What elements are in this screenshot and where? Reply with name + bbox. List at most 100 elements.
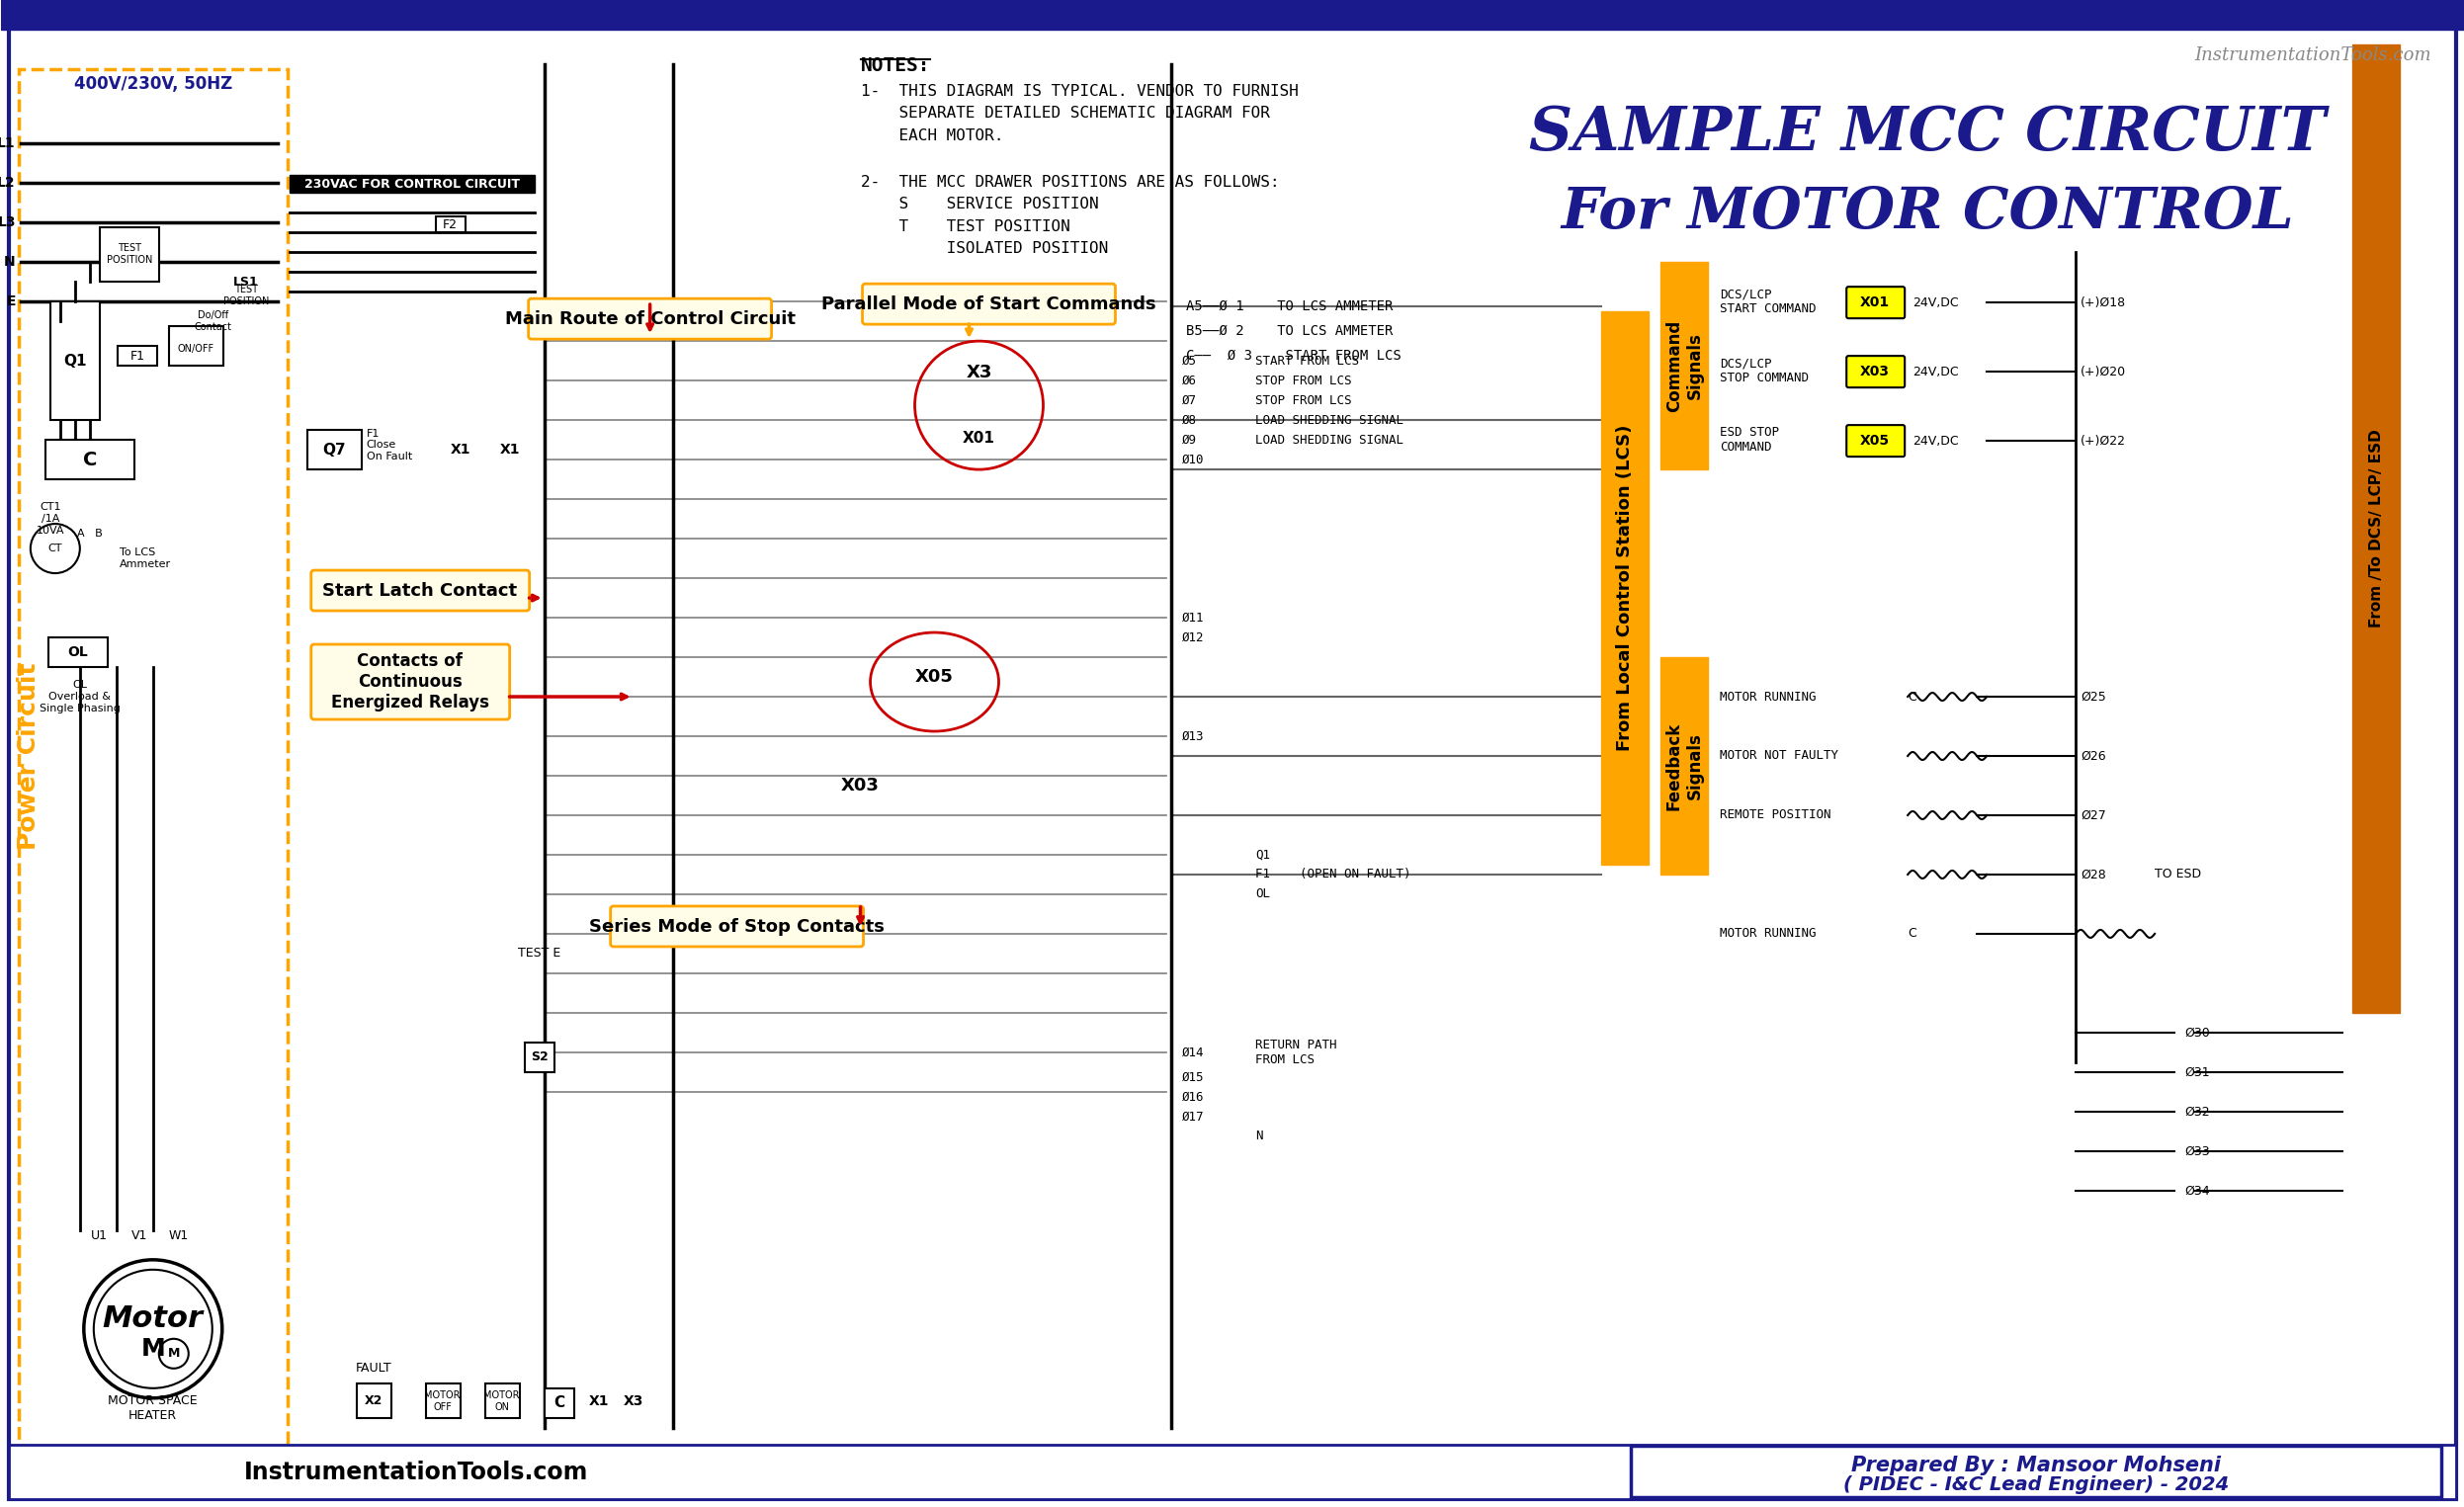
Text: L2: L2 [0, 176, 15, 190]
Text: X05: X05 [1860, 434, 1890, 448]
Bar [170, 326, 224, 366]
Text: Feedback
Signals: Feedback Signals [1666, 722, 1703, 809]
Text: Ø12: Ø12 [1183, 631, 1205, 643]
Bar [49, 637, 108, 668]
Text: LS1: LS1 [234, 276, 259, 288]
Text: X01: X01 [1860, 295, 1890, 309]
Text: MOTOR SPACE
HEATER: MOTOR SPACE HEATER [108, 1394, 197, 1421]
Text: MOTOR RUNNING: MOTOR RUNNING [1720, 690, 1816, 704]
Text: CT1
/1A
10VA: CT1 /1A 10VA [37, 502, 64, 535]
Text: START FROM LCS: START FROM LCS [1257, 354, 1360, 368]
Text: Q7: Q7 [323, 443, 345, 457]
Text: Ø26: Ø26 [2080, 749, 2107, 763]
Text: FAULT: FAULT [355, 1362, 392, 1374]
Text: M: M [140, 1337, 165, 1361]
Text: C: C [554, 1395, 564, 1411]
Text: 24V,DC: 24V,DC [1912, 434, 1959, 448]
Text: Command
Signals: Command Signals [1666, 319, 1703, 411]
Text: 24V,DC: 24V,DC [1912, 295, 1959, 309]
Text: To LCS
Ammeter: To LCS Ammeter [118, 547, 170, 570]
Text: Ø33: Ø33 [2186, 1145, 2210, 1157]
FancyBboxPatch shape [310, 570, 530, 610]
Text: LOAD SHEDDING SIGNAL: LOAD SHEDDING SIGNAL [1257, 434, 1404, 446]
Text: Ø30: Ø30 [2186, 1026, 2210, 1038]
Bar [357, 1383, 392, 1418]
Bar [426, 1383, 461, 1418]
Text: DCS/LCP
STOP COMMAND: DCS/LCP STOP COMMAND [1720, 357, 1809, 384]
Text: Ø6: Ø6 [1183, 374, 1198, 387]
Text: C: C [1907, 690, 1917, 704]
Text: C: C [1907, 927, 1917, 940]
Bar [1631, 1445, 2442, 1496]
Text: F1: F1 [131, 350, 145, 362]
FancyBboxPatch shape [1846, 425, 1905, 457]
Text: Q1: Q1 [1257, 848, 1271, 860]
FancyBboxPatch shape [862, 283, 1116, 324]
Text: DCS/LCP
START COMMAND: DCS/LCP START COMMAND [1720, 288, 1816, 315]
Text: InstrumentationTools.com: InstrumentationTools.com [2195, 47, 2432, 65]
Text: A5——Ø 1    TO LCS AMMETER: A5——Ø 1 TO LCS AMMETER [1188, 300, 1395, 313]
Bar [485, 1383, 520, 1418]
Text: Ø10: Ø10 [1183, 454, 1205, 466]
Text: TEST
POSITION: TEST POSITION [106, 244, 153, 265]
Text: X1: X1 [589, 1394, 609, 1408]
Bar [436, 217, 466, 232]
Text: NOTES:: NOTES: [860, 57, 929, 75]
Text: X03: X03 [840, 776, 880, 794]
Text: Series Mode of Stop Contacts: Series Mode of Stop Contacts [589, 918, 885, 936]
Text: M: M [168, 1347, 180, 1359]
Text: (+)Ø22: (+)Ø22 [2080, 434, 2126, 448]
Bar [1661, 657, 1708, 874]
Text: Q1: Q1 [64, 354, 86, 368]
Text: X1: X1 [500, 443, 520, 457]
Text: L1: L1 [0, 137, 15, 151]
Text: Ø7: Ø7 [1183, 393, 1198, 407]
Text: MOTOR NOT FAULTY: MOTOR NOT FAULTY [1720, 749, 1838, 763]
Bar [44, 440, 133, 479]
Text: N: N [5, 255, 15, 268]
Text: InstrumentationTools.com: InstrumentationTools.com [244, 1460, 589, 1484]
Bar [10, 1445, 2457, 1499]
Text: Motor: Motor [103, 1305, 205, 1334]
Text: U1: U1 [91, 1230, 108, 1242]
FancyBboxPatch shape [527, 298, 771, 339]
Bar [49, 301, 99, 420]
Text: Do/Off
Contact: Do/Off Contact [195, 310, 232, 332]
Text: L3: L3 [0, 216, 15, 229]
Text: LOAD SHEDDING SIGNAL: LOAD SHEDDING SIGNAL [1257, 414, 1404, 426]
Text: C——  Ø 3    START FROM LCS: C—— Ø 3 START FROM LCS [1188, 350, 1402, 363]
Text: X1: X1 [451, 443, 471, 457]
Text: Contacts of
Continuous
Energized Relays: Contacts of Continuous Energized Relays [330, 653, 488, 711]
Text: Ø13: Ø13 [1183, 729, 1205, 743]
Text: 2-  THE MCC DRAWER POSITIONS ARE AS FOLLOWS:
    S    SERVICE POSITION
    T    : 2- THE MCC DRAWER POSITIONS ARE AS FOLLO… [860, 175, 1279, 256]
Text: Parallel Mode of Start Commands: Parallel Mode of Start Commands [821, 295, 1156, 313]
Text: From Local Control Station (LCS): From Local Control Station (LCS) [1616, 425, 1634, 752]
Text: TEST E: TEST E [517, 946, 562, 960]
Bar [1661, 262, 1708, 470]
Text: Main Route of Control Circuit: Main Route of Control Circuit [505, 310, 796, 329]
Text: Ø31: Ø31 [2186, 1065, 2210, 1079]
Text: X01: X01 [963, 431, 995, 445]
FancyBboxPatch shape [1846, 286, 1905, 318]
Text: Ø32: Ø32 [2186, 1105, 2210, 1118]
Text: STOP FROM LCS: STOP FROM LCS [1257, 374, 1353, 387]
Bar [2353, 45, 2400, 1013]
Text: F1
Close
On Fault: F1 Close On Fault [367, 428, 411, 461]
Text: OL: OL [1257, 888, 1271, 901]
Bar [20, 69, 288, 1448]
Text: N: N [1257, 1130, 1264, 1142]
Bar [308, 429, 362, 470]
Text: (+)Ø20: (+)Ø20 [2080, 365, 2126, 378]
Bar [1602, 312, 1648, 865]
Text: A   B: A B [76, 529, 103, 538]
Text: 230VAC FOR CONTROL CIRCUIT: 230VAC FOR CONTROL CIRCUIT [303, 178, 520, 190]
Text: Ø14: Ø14 [1183, 1046, 1205, 1059]
Text: Ø8: Ø8 [1183, 414, 1198, 426]
Text: From /To DCS/ LCP/ ESD: From /To DCS/ LCP/ ESD [2368, 429, 2383, 628]
Text: Ø25: Ø25 [2080, 690, 2107, 704]
Bar [118, 347, 158, 366]
Text: Ø16: Ø16 [1183, 1091, 1205, 1103]
Text: (+)Ø18: (+)Ø18 [2080, 295, 2126, 309]
Text: OL
Overload &
Single Phasing: OL Overload & Single Phasing [39, 680, 121, 713]
Text: Power Circuit: Power Circuit [17, 663, 39, 850]
